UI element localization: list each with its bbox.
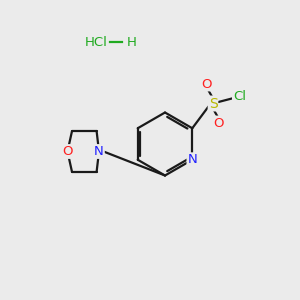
Text: O: O — [214, 116, 224, 130]
Text: Cl: Cl — [233, 90, 246, 104]
Text: O: O — [202, 77, 212, 91]
Text: H: H — [127, 35, 137, 49]
Text: N: N — [94, 145, 104, 158]
Text: O: O — [62, 145, 73, 158]
Text: N: N — [188, 153, 197, 166]
Text: HCl: HCl — [85, 35, 107, 49]
Text: S: S — [208, 97, 217, 110]
